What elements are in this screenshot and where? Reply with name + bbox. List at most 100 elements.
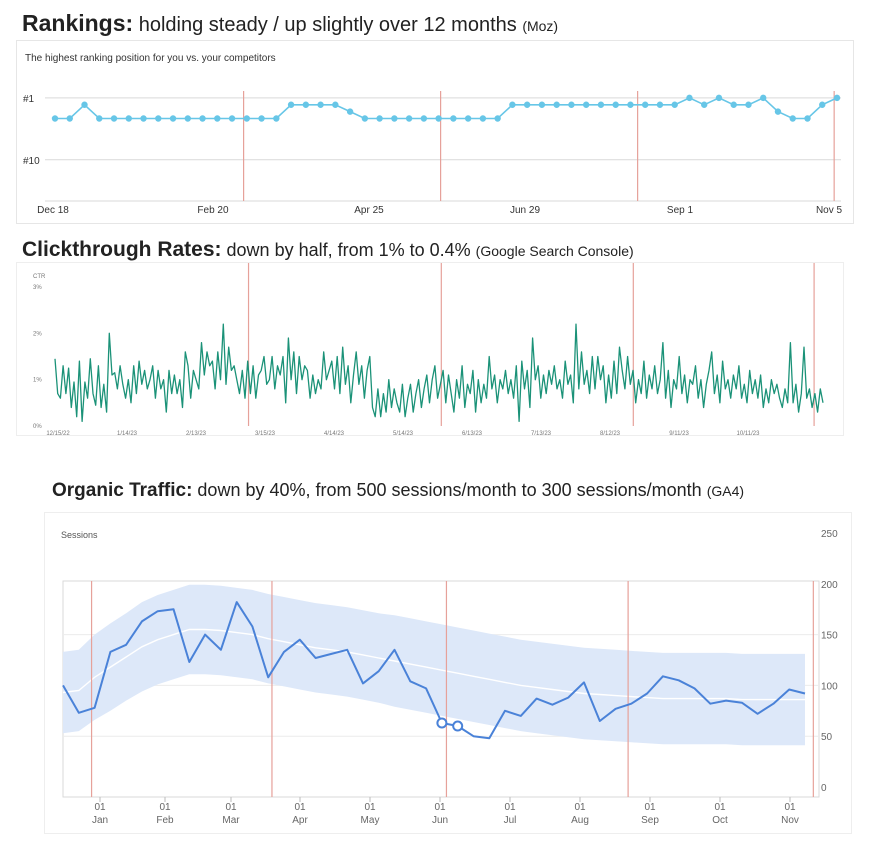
ctr-y-tick-label: 1%	[33, 378, 42, 384]
traffic-heading: Organic Traffic: down by 40%, from 500 s…	[52, 480, 744, 502]
rankings-data-point	[789, 115, 796, 122]
rankings-heading-source: (Moz)	[522, 18, 559, 34]
traffic-y-tick-label: 150	[821, 631, 838, 642]
rankings-chart-title: The highest ranking position for you vs.…	[25, 53, 276, 64]
rankings-data-point	[273, 115, 280, 122]
traffic-x-tick-month: Sep	[641, 815, 659, 826]
traffic-anomaly-marker	[452, 720, 464, 732]
rankings-x-tick-label: Jun 29	[510, 205, 540, 216]
rankings-data-point	[199, 115, 206, 122]
rankings-data-point	[833, 94, 841, 102]
traffic-y-axis-label: Sessions	[61, 530, 98, 540]
traffic-series-line	[62, 601, 806, 740]
traffic-x-tick-month: Jun	[432, 815, 448, 826]
traffic-x-tick-day: 01	[504, 802, 516, 813]
rankings-data-point	[361, 115, 369, 122]
rankings-data-point	[701, 101, 708, 108]
traffic-x-tick-day: 01	[225, 802, 237, 813]
traffic-x-tick-day: 01	[364, 802, 376, 813]
rankings-data-point	[376, 115, 383, 122]
traffic-x-tick-month: Aug	[571, 815, 589, 826]
traffic-x-tick-month: Jul	[504, 815, 517, 826]
rankings-data-point	[582, 101, 590, 108]
rankings-data-point	[51, 115, 59, 122]
rankings-heading: Rankings: holding steady / up slightly o…	[22, 10, 558, 37]
rankings-data-point	[243, 115, 251, 122]
traffic-x-tick-month: Apr	[292, 815, 308, 826]
ctr-x-tick-label: 6/13/23	[462, 431, 483, 435]
traffic-x-tick-month: Jan	[92, 815, 108, 826]
rankings-data-point	[140, 115, 147, 122]
traffic-heading-text: down by 40%, from 500 sessions/month to …	[192, 480, 707, 500]
rankings-data-point	[155, 115, 162, 122]
rankings-data-point	[730, 101, 737, 108]
rankings-chart-panel: The highest ranking position for you vs.…	[16, 40, 854, 224]
ctr-x-tick-label: 5/14/23	[393, 431, 414, 435]
traffic-y-tick-label: 0	[821, 783, 827, 794]
rankings-data-point	[656, 101, 664, 108]
rankings-data-point	[774, 108, 782, 115]
ctr-heading-label: Clickthrough Rates:	[22, 238, 222, 261]
traffic-y-tick-label: 100	[821, 681, 838, 692]
traffic-x-tick-day: 01	[714, 802, 726, 813]
traffic-anomaly-marker	[436, 717, 448, 729]
rankings-data-point	[804, 115, 811, 122]
traffic-x-tick-day: 01	[784, 802, 796, 813]
traffic-expected-line	[62, 628, 805, 701]
rankings-data-point	[287, 101, 295, 108]
rankings-data-point	[479, 115, 487, 122]
ctr-x-tick-label: 10/11/23	[737, 431, 761, 435]
traffic-x-tick-month: Mar	[222, 815, 240, 826]
rankings-data-point	[612, 101, 619, 108]
traffic-x-tick-day: 01	[159, 802, 171, 813]
traffic-x-tick-day: 01	[574, 802, 586, 813]
rankings-data-point	[819, 101, 826, 108]
rankings-data-point	[184, 115, 191, 122]
traffic-x-tick-day: 01	[294, 802, 306, 813]
rankings-data-point	[450, 115, 457, 122]
traffic-y-tick-label: 250	[821, 529, 838, 540]
ctr-heading-text: down by half, from 1% to 0.4%	[221, 240, 476, 260]
rankings-data-point	[464, 115, 472, 122]
traffic-chart-panel: Sessions 250 200 150 100 50 0 01 Jan 01 Feb 01 Mar 01…	[44, 512, 852, 834]
rankings-data-point	[110, 115, 118, 122]
rankings-data-point	[420, 115, 428, 122]
traffic-x-tick-day: 01	[94, 802, 106, 813]
ctr-y-axis-label: CTR	[33, 274, 46, 280]
rankings-data-point	[66, 115, 73, 122]
ctr-x-tick-label: 7/13/23	[531, 431, 552, 435]
rankings-data-point	[346, 108, 354, 115]
ctr-y-tick-label: 0%	[33, 424, 42, 430]
traffic-heading-label: Organic Traffic:	[52, 480, 193, 501]
rankings-x-tick-label: Sep 1	[667, 205, 694, 216]
traffic-x-tick-month: Feb	[156, 815, 174, 826]
rankings-data-point	[317, 101, 324, 108]
ctr-x-tick-label: 8/12/23	[600, 431, 621, 435]
rankings-data-point	[96, 115, 103, 122]
traffic-chart: Sessions 250 200 150 100 50 0 01 Jan 01 Feb 01 Mar 01…	[61, 529, 838, 826]
rankings-x-tick-label: Apr 25	[354, 205, 384, 216]
rankings-heading-text: holding steady / up slightly over 12 mon…	[133, 14, 523, 36]
rankings-data-point	[760, 94, 767, 102]
ctr-x-tick-label: 2/13/23	[186, 431, 207, 435]
traffic-expected-range-band	[63, 584, 805, 746]
rankings-x-tick-label: Dec 18	[37, 205, 69, 216]
rankings-data-point	[332, 101, 339, 108]
traffic-x-tick-month: Oct	[712, 815, 728, 826]
rankings-heading-label: Rankings:	[22, 10, 134, 36]
traffic-heading-source: (GA4)	[706, 483, 745, 499]
ctr-x-tick-label: 1/14/23	[117, 431, 138, 435]
rankings-data-point	[568, 101, 575, 108]
traffic-x-tick-day: 01	[644, 802, 656, 813]
ctr-heading: Clickthrough Rates: down by half, from 1…	[22, 238, 634, 262]
rankings-data-point	[509, 101, 516, 108]
rankings-data-point	[214, 115, 221, 122]
ctr-heading-source: (Google Search Console)	[475, 243, 634, 259]
rankings-data-point	[81, 101, 88, 108]
rankings-data-point	[686, 94, 693, 102]
rankings-data-point	[258, 115, 265, 122]
ctr-chart: CTR 3% 2% 1% 0% 12/15/22 1/14/23 2/13/23 3/15/23…	[33, 263, 824, 435]
ctr-x-tick-label: 4/14/23	[324, 431, 345, 435]
rankings-data-point	[671, 101, 678, 108]
ctr-y-tick-label: 2%	[33, 331, 42, 337]
